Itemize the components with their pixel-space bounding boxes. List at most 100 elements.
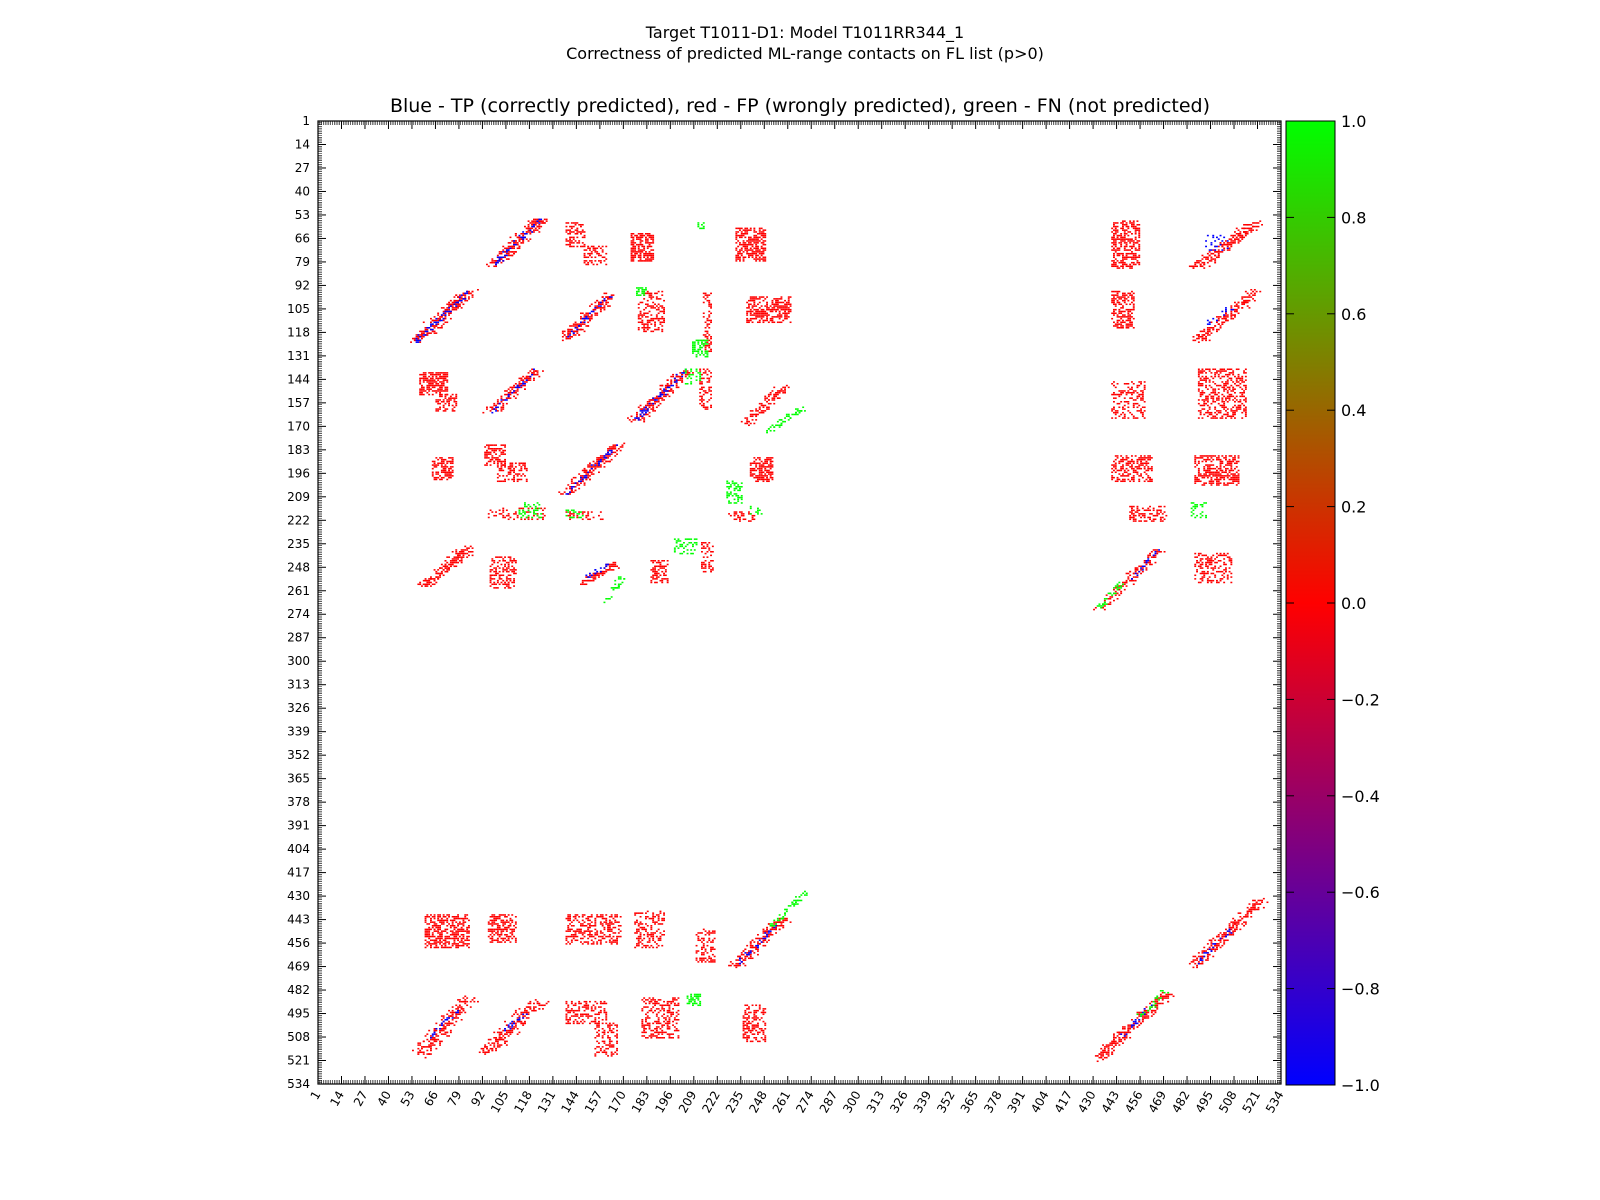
contact-fp: [758, 258, 761, 260]
contact-tp: [1214, 240, 1217, 242]
contact-fp: [612, 451, 615, 454]
contact-fp: [599, 466, 602, 468]
contact-fp: [1206, 256, 1209, 259]
contact-fp: [1134, 242, 1137, 244]
contact-fn: [735, 487, 738, 490]
contact-fp: [758, 307, 761, 309]
contact-fp: [440, 327, 443, 329]
contact-fp: [507, 587, 510, 589]
contact-fp: [608, 567, 611, 569]
contact-fp: [775, 305, 777, 307]
contact-fp: [607, 305, 609, 307]
contact-fp: [518, 240, 521, 242]
contact-fp: [576, 482, 579, 484]
contact-fp: [498, 455, 501, 457]
contact-fp: [500, 563, 503, 566]
contact-fp: [1118, 252, 1121, 255]
contact-fp: [587, 518, 590, 521]
contact-fp: [444, 408, 447, 410]
contact-fp: [422, 377, 425, 380]
contact-fp: [1138, 254, 1141, 257]
contact-fp: [421, 585, 423, 587]
contact-fp: [596, 252, 599, 255]
contact-fp: [746, 321, 749, 324]
contact-fp: [502, 245, 505, 248]
contact-fp: [504, 458, 506, 461]
contact-fn: [695, 339, 698, 342]
contact-fp: [1125, 254, 1128, 257]
contact-fp: [1116, 265, 1119, 268]
contact-fp: [1132, 327, 1135, 329]
contact-fp: [1138, 231, 1141, 233]
contact-fp: [570, 227, 573, 230]
contact-fp: [708, 303, 711, 306]
contact-fp: [440, 469, 443, 472]
contact-fp: [1230, 317, 1233, 320]
contact-fp: [433, 332, 436, 334]
contact-fp: [1228, 386, 1231, 389]
contact-fp: [753, 467, 756, 470]
contact-fp: [489, 565, 492, 568]
contact-fp: [630, 240, 633, 242]
contact-fp: [1208, 334, 1211, 336]
contact-fp: [739, 227, 741, 230]
contact-fp: [502, 567, 505, 569]
contact-fp: [1111, 263, 1114, 266]
contact-fn: [706, 350, 709, 353]
contact-fp: [493, 583, 496, 586]
contact-fp: [542, 222, 544, 224]
contact-fn: [729, 484, 732, 486]
contact-fn: [695, 379, 698, 381]
contact-fp: [505, 578, 508, 580]
contact-fp: [589, 475, 591, 477]
contact-fp: [460, 301, 463, 304]
contact-fp: [740, 420, 743, 423]
contact-fp: [419, 393, 422, 396]
contact-fp: [702, 390, 705, 392]
contact-fp: [509, 578, 512, 580]
contact-fp: [735, 513, 738, 515]
contact-fp: [1248, 296, 1251, 298]
contact-tp: [598, 460, 600, 463]
contact-fp: [491, 457, 494, 459]
contact-fp: [1230, 393, 1233, 396]
contact-fp: [426, 392, 429, 394]
contact-fp: [587, 579, 590, 582]
contact-fp: [437, 578, 440, 580]
contact-fp: [737, 258, 740, 260]
contact-fn: [607, 598, 609, 600]
contact-fp: [1228, 372, 1231, 374]
contact-fp: [453, 406, 456, 409]
contact-fp: [561, 336, 564, 338]
contact-fp: [1114, 225, 1117, 228]
contact-fp: [599, 455, 602, 457]
contact-fp: [1237, 404, 1240, 407]
contact-fp: [1141, 411, 1144, 414]
contact-fp: [496, 254, 499, 257]
contact-fp: [749, 319, 752, 322]
contact-fp: [1234, 388, 1236, 390]
contact-fp: [502, 249, 505, 251]
contact-fp: [646, 325, 649, 327]
contact-fp: [426, 585, 429, 587]
contact-fn: [780, 419, 783, 421]
contact-fp: [706, 556, 709, 558]
contact-fp: [437, 390, 440, 392]
contact-fp: [746, 314, 749, 316]
contact-fp: [1241, 298, 1244, 300]
contact-fp: [435, 377, 438, 380]
contact-tp: [616, 444, 618, 446]
contact-fp: [650, 242, 653, 244]
contact-fp: [764, 298, 767, 300]
contact-fp: [1192, 339, 1195, 342]
contact-fp: [1138, 404, 1141, 407]
contact-fp: [704, 298, 707, 300]
contact-fp: [433, 319, 436, 322]
contact-fp: [708, 377, 711, 380]
contact-fp: [587, 466, 590, 468]
contact-fp: [704, 345, 707, 347]
contact-fp: [578, 240, 581, 242]
contact-tp: [583, 317, 586, 320]
contact-fp: [760, 234, 763, 237]
contact-fp: [1136, 242, 1139, 244]
